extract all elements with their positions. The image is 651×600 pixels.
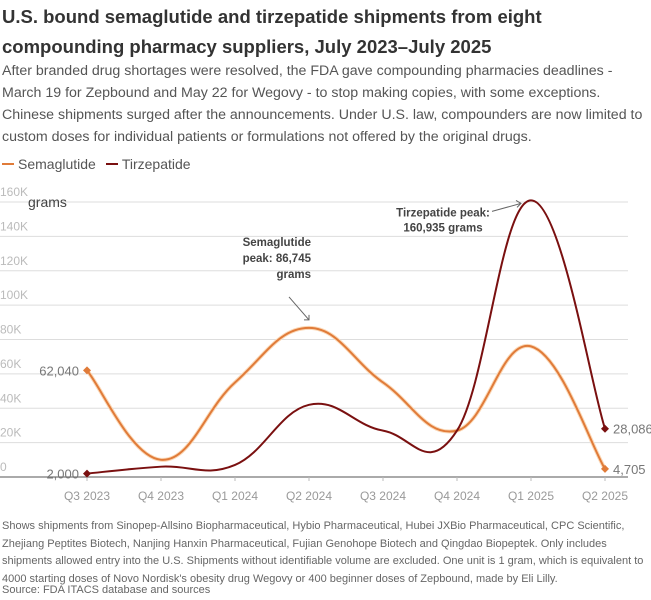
legend-item-tirzepatide: Tirzepatide <box>105 156 191 172</box>
y-axis-label: grams <box>28 194 67 210</box>
annotation-semaglutide-peak: Semaglutide <box>243 237 311 249</box>
legend: Semaglutide Tirzepatide <box>2 156 201 172</box>
annotation-tirzepatide-peak: 160,935 grams <box>403 222 482 234</box>
x-tick-label: Q3 2024 <box>360 489 406 503</box>
y-tick-label: 100K <box>0 288 28 302</box>
series-line-tirzepatide <box>86 199 606 475</box>
series-lines <box>85 199 607 475</box>
endpoint-marker-tirzepatide <box>601 424 609 433</box>
annotations: Semaglutide peak: 86,745 grams Tirzepatide … <box>243 199 522 321</box>
y-tick-label: 80K <box>0 323 21 337</box>
endpoint-marker-tirzepatide <box>83 469 91 478</box>
series-halo-semaglutide <box>85 325 607 470</box>
endpoint-label: 4,705 <box>613 462 646 477</box>
legend-swatch-semaglutide <box>2 163 14 165</box>
x-tick-label: Q1 2025 <box>508 489 554 503</box>
x-tick-label: Q1 2024 <box>212 489 258 503</box>
gridlines <box>0 201 628 478</box>
legend-swatch-tirzepatide <box>105 163 118 165</box>
legend-item-semaglutide: Semaglutide <box>2 156 96 172</box>
endpoint-labels: 62,040 2,000 28,086 4,705 <box>39 363 651 481</box>
y-tick-label: 0 <box>0 460 7 474</box>
annotation-arrow-semaglutide <box>288 296 310 321</box>
y-tick-label: 60K <box>0 357 21 371</box>
endpoint-marker-semaglutide <box>83 366 91 375</box>
y-tick-label: 40K <box>0 391 21 405</box>
x-tick-label: Q2 2025 <box>582 489 628 503</box>
annotation-tirzepatide-peak: Tirzepatide peak: <box>396 207 490 219</box>
footnote: Shows shipments from Sinopep-Allsino Bio… <box>2 520 644 585</box>
x-tick-label: Q3 2023 <box>64 489 110 503</box>
x-tick-labels: Q3 2023 Q4 2023 Q1 2024 Q2 2024 Q3 2024 Q4 20… <box>64 477 628 503</box>
y-tick-label: 160K <box>0 185 28 199</box>
x-tick-label: Q4 2023 <box>138 489 184 503</box>
line-chart: 0 20K 40K 60K 80K 100K 120K 140K 160K grams Q3 2… <box>0 185 651 503</box>
endpoint-label: 28,086 <box>613 422 651 437</box>
endpoint-markers <box>83 366 609 478</box>
legend-label-semaglutide: Semaglutide <box>18 156 96 172</box>
annotation-semaglutide-peak: peak: 86,745 <box>243 253 312 265</box>
y-tick-label: 140K <box>0 219 28 233</box>
series-line-semaglutide <box>86 326 606 470</box>
y-tick-label: 20K <box>0 426 21 440</box>
chart-title: U.S. bound semaglutide and tirzepatide s… <box>2 6 542 57</box>
y-tick-labels: 0 20K 40K 60K 80K 100K 120K 140K 160K <box>0 185 28 474</box>
endpoint-marker-semaglutide <box>601 464 609 473</box>
annotation-arrow-tirzepatide <box>491 199 522 212</box>
annotation-semaglutide-peak: grams <box>276 269 311 281</box>
legend-label-tirzepatide: Tirzepatide <box>121 156 191 172</box>
endpoint-label: 62,040 <box>39 363 79 378</box>
x-tick-label: Q2 2024 <box>286 489 332 503</box>
x-tick-label: Q4 2024 <box>434 489 480 503</box>
chart-subtitle: After branded drug shortages were resolv… <box>2 63 643 145</box>
source-note: Source: FDA ITACS database and sources <box>2 584 211 596</box>
endpoint-label: 2,000 <box>46 467 79 482</box>
y-tick-label: 120K <box>0 254 28 268</box>
